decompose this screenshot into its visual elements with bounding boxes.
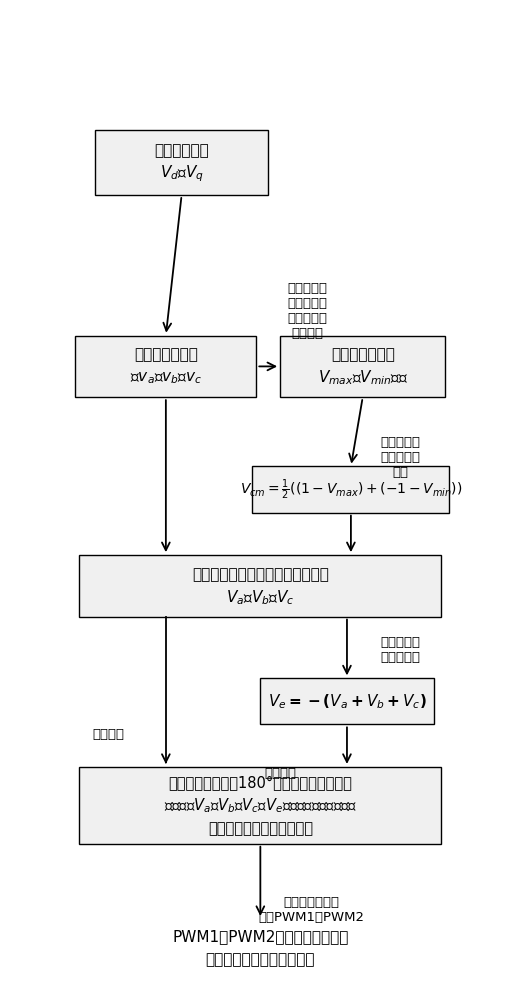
Text: PWM1和PWM2作用于逆变器桥臂: PWM1和PWM2作用于逆变器桥臂: [172, 929, 348, 944]
Text: 选择不移相和移相180°的两种载波，分别与: 选择不移相和移相180°的两种载波，分别与: [169, 775, 352, 790]
FancyBboxPatch shape: [79, 555, 441, 617]
Text: 电压指令$V_a$，$V_b$，$V_c$和$V_e$进行比较，生成并联型: 电压指令$V_a$，$V_b$，$V_c$和$V_e$进行比较，生成并联型: [164, 796, 357, 815]
Text: 令$v_a$，$v_b$和$v_c$: 令$v_a$，$v_b$和$v_c$: [130, 370, 202, 386]
Text: 额外桥臂电
压指令计算: 额外桥臂电 压指令计算: [380, 636, 420, 664]
Text: 载波比较: 载波比较: [264, 767, 296, 780]
FancyBboxPatch shape: [95, 919, 426, 977]
Text: $V_{cm}=\frac{1}{2}((1-V_{max})+(-1-V_{min}))$: $V_{cm}=\frac{1}{2}((1-V_{max})+(-1-V_{m…: [240, 477, 462, 502]
Text: 最大值和最小值: 最大值和最小值: [331, 347, 395, 362]
Text: $V_a$，$V_b$和$V_c$: $V_a$，$V_b$和$V_c$: [226, 588, 295, 607]
FancyBboxPatch shape: [79, 767, 441, 844]
Text: 三相正弦电压指: 三相正弦电压指: [134, 347, 198, 362]
FancyBboxPatch shape: [261, 678, 433, 724]
Text: 两相同步旋
转坐标系变
换为三相静
止坐标系: 两相同步旋 转坐标系变 换为三相静 止坐标系: [288, 282, 328, 340]
FancyBboxPatch shape: [280, 336, 446, 397]
Text: 空间矢量调制方法的三相电压指令: 空间矢量调制方法的三相电压指令: [192, 567, 329, 582]
Text: 参考电压指令: 参考电压指令: [154, 143, 209, 158]
FancyBboxPatch shape: [95, 130, 268, 195]
Text: $V_{max}$和$V_{min}$判断: $V_{max}$和$V_{min}$判断: [318, 369, 408, 387]
Text: 三相四桥臂的所有驱动信号: 三相四桥臂的所有驱动信号: [208, 821, 313, 836]
Text: 的开关管实现参考电压输出: 的开关管实现参考电压输出: [206, 952, 315, 967]
Text: 生成逆变器驱动
信号PWM1和PWM2: 生成逆变器驱动 信号PWM1和PWM2: [259, 896, 365, 924]
FancyBboxPatch shape: [252, 466, 449, 513]
Text: 载波比较: 载波比较: [93, 728, 125, 741]
Text: $\boldsymbol{V_e=-(V_a+V_b+V_c)}$: $\boldsymbol{V_e=-(V_a+V_b+V_c)}$: [268, 692, 426, 711]
Text: 三相电压指
令共模信号
计算: 三相电压指 令共模信号 计算: [380, 436, 420, 479]
FancyBboxPatch shape: [75, 336, 257, 397]
Text: $V_d$和$V_q$: $V_d$和$V_q$: [160, 164, 204, 184]
